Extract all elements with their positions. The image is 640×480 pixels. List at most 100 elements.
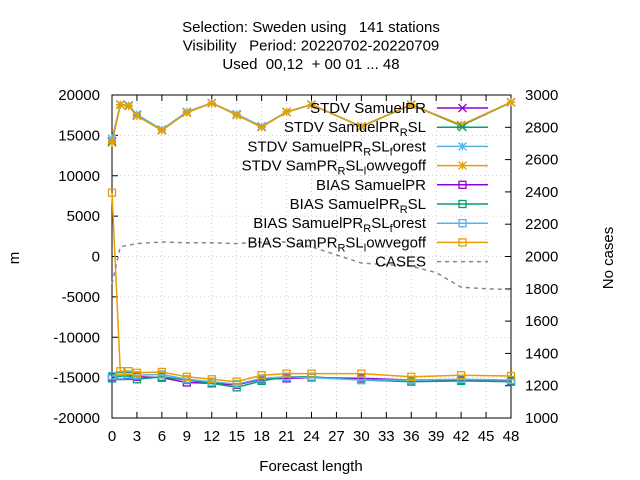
data-point [257,122,267,132]
y-tick-label: 15000 [58,127,100,144]
series-line [111,241,512,291]
legend-item: BIAS SamuelPRRSL [290,196,488,216]
x-tick-label: 27 [328,428,345,445]
data-point [124,367,133,376]
data-point [407,372,416,381]
y-tick-label: -15000 [53,370,100,387]
data-point [107,188,117,197]
y2-tick-label: 2000 [525,249,558,266]
title-line: Visibility Period: 20220702-20220709 [183,38,440,55]
data-point [157,126,167,135]
data-point [107,138,117,148]
data-point [506,371,516,381]
data-point [458,180,467,189]
title-line: Selection: Sweden using 141 stations [182,19,440,36]
data-point [207,98,217,108]
y2-tick-label: 3000 [525,87,558,104]
y-tick-label: 20000 [58,87,100,104]
y2-tick-label: 1600 [525,313,558,330]
x-tick-label: 33 [378,428,395,445]
data-point [458,238,467,247]
title-line: Used 00,12 + 00 01 ... 48 [222,56,399,73]
legend-label: BIAS SamPRRSLlowvegoff [247,234,426,254]
y-tick-label: 0 [92,249,100,266]
x-axis-label: Forecast length [259,458,362,475]
y-tick-label: -20000 [53,410,100,427]
y2-tick-label: 1200 [525,378,558,395]
data-point [107,371,117,381]
y2-tick-label: 1000 [525,410,558,427]
x-tick-label: 39 [428,428,445,445]
data-point [506,97,516,107]
y-tick-label: -10000 [53,329,100,346]
data-point [307,100,316,110]
data-point [132,111,142,121]
x-tick-label: 9 [183,428,191,445]
data-point [207,375,216,384]
data-point [182,108,192,118]
x-tick-label: 21 [278,428,295,445]
data-point [456,120,466,130]
data-point [458,122,467,132]
data-point [282,107,292,117]
legend-item: STDV SamPRRSLlowvegoff [242,158,488,178]
legend-label: BIAS SamuelPRRSL [290,196,426,216]
data-point [456,371,466,380]
x-tick-label: 45 [478,428,495,445]
data-point [132,368,142,377]
legend-label: STDV SamuelPR [310,100,426,117]
data-point [124,101,134,111]
legend-item: BIAS SamuelPRRSLforest [253,215,488,235]
series-cases [111,241,512,291]
legend-label: STDV SamPRRSLlowvegoff [242,158,427,178]
legend-label: BIAS SamuelPR [316,177,426,194]
legend-item: STDV SamuelPR [310,100,488,117]
y-tick-label: 10000 [58,168,100,185]
series-line [111,192,512,383]
x-tick-label: 18 [253,428,270,445]
legend-label: STDV SamuelPRRSLforest [247,138,426,158]
data-point [458,161,467,171]
series-stdv-sampr-rsl-lowvegoff [107,97,516,148]
y2-tick-label: 2200 [525,216,558,233]
series-bias-sampr-rsl-lowvegoff [107,188,516,386]
x-tick-label: 30 [353,428,370,445]
legend-label: BIAS SamuelPRRSLforest [253,215,427,235]
x-tick-label: 36 [403,428,420,445]
y2-axis-label: No cases [600,227,617,290]
data-point [356,122,366,131]
legend-item: CASES [375,254,488,271]
x-tick-label: 3 [133,428,141,445]
data-point [307,369,316,378]
data-point [107,134,117,144]
data-point [232,110,242,120]
y2-tick-label: 2800 [525,119,558,136]
data-point [116,367,125,376]
y-tick-label: 5000 [67,208,100,225]
legend-item: BIAS SamuelPR [316,177,488,194]
y2-tick-label: 2400 [525,184,558,201]
data-point [157,367,167,377]
x-tick-label: 48 [503,428,520,445]
legend-item: BIAS SamPRRSLlowvegoff [247,234,488,254]
axes: 0 3 6 9 12 15 18 21 24 27 30 33 36 39 42 45 48-20000-150… [53,87,558,445]
data-point [357,369,366,378]
series-layer [107,97,516,392]
legend-item: STDV SamuelPRRSL [284,119,488,139]
x-tick-label: 0 [108,428,116,445]
data-point [458,141,467,151]
data-point [182,372,191,381]
data-point [458,219,467,228]
data-point [232,377,241,386]
y2-tick-label: 1400 [525,345,558,362]
chart-title: Selection: Sweden using 141 stations Visi… [182,19,440,73]
x-tick-label: 15 [228,428,245,445]
x-tick-label: 42 [453,428,470,445]
data-point [282,369,291,378]
legend-label: STDV SamuelPRRSL [284,119,426,139]
y-tick-label: -5000 [62,289,100,306]
x-tick-label: 12 [203,428,220,445]
data-point [458,103,467,113]
legend-item: STDV SamuelPRRSLforest [247,138,488,158]
